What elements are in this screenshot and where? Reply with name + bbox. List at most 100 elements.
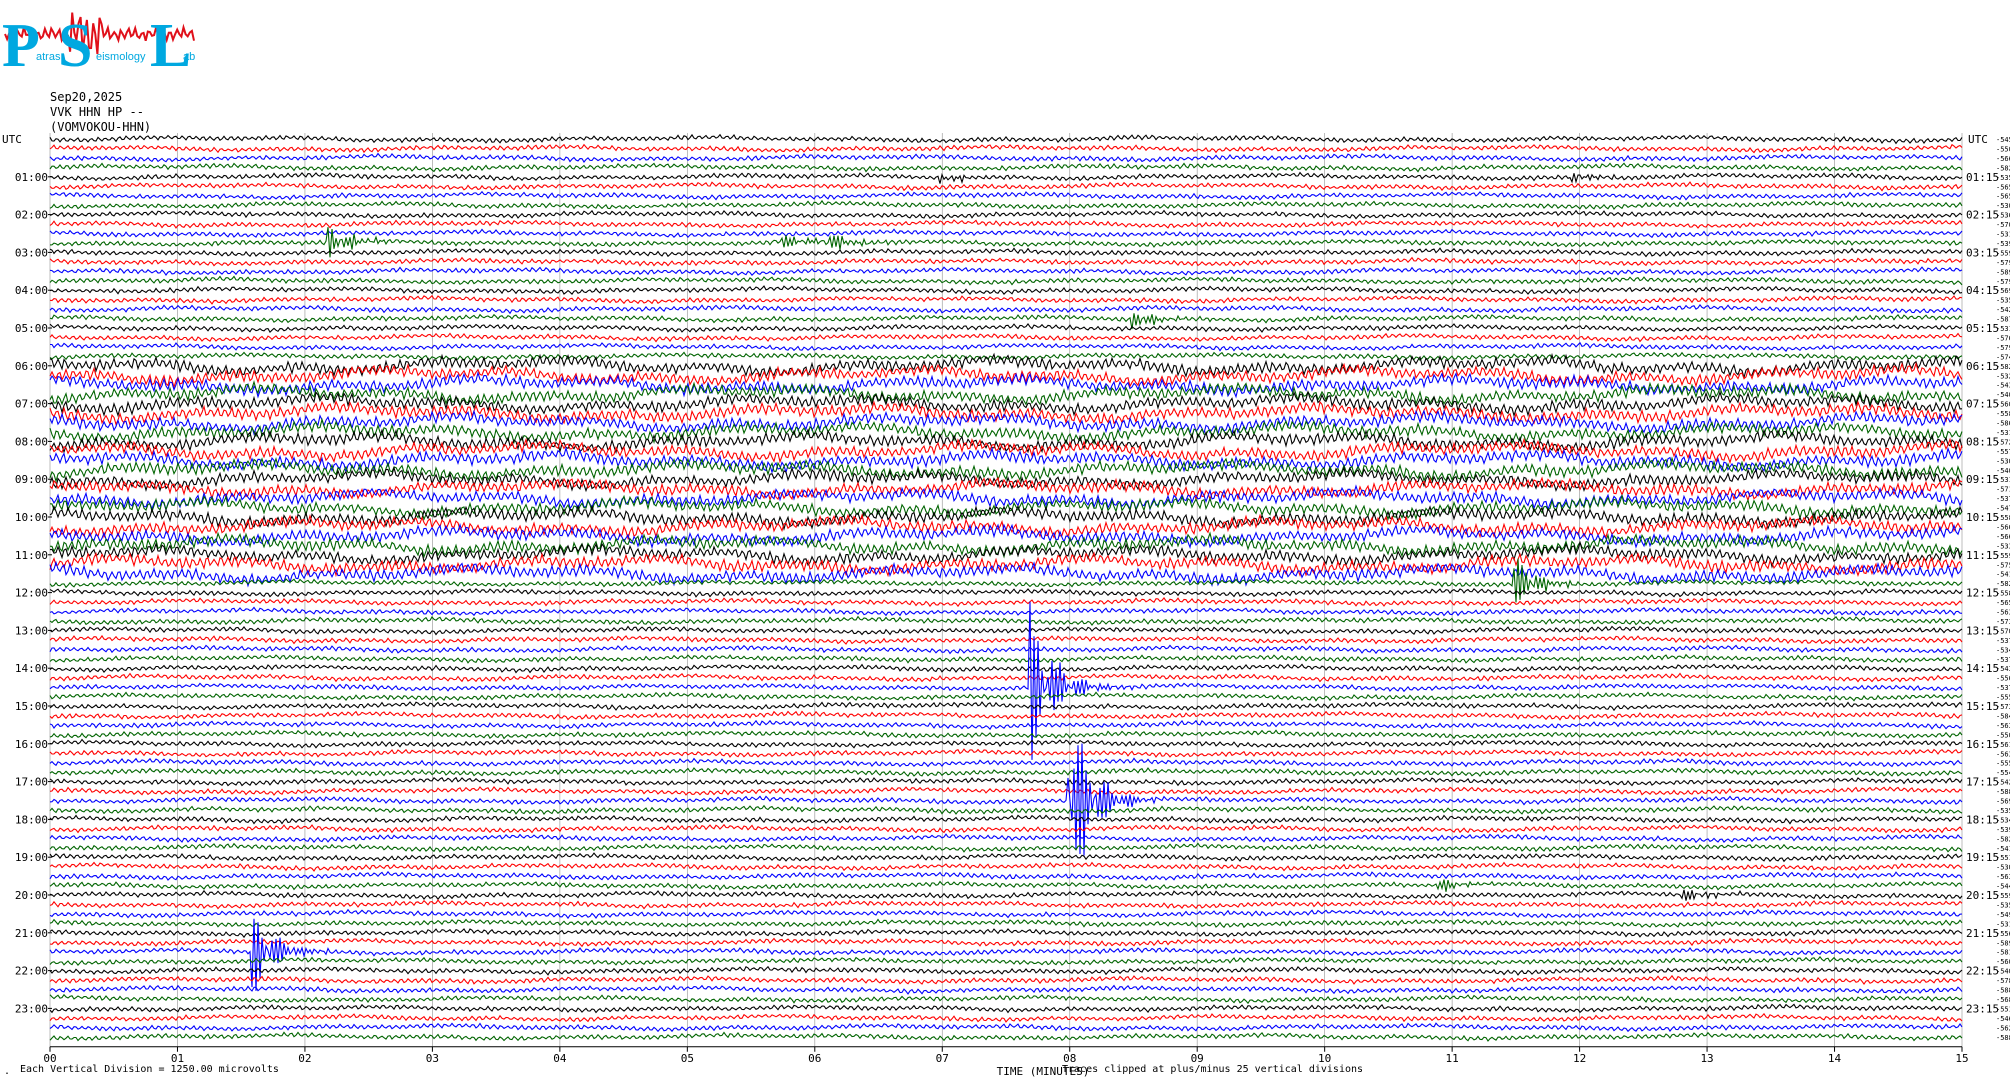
left-hour-label-20: 21:00 [15,927,48,940]
trace-row-95 [49,1031,1963,1042]
trace-mean-label-65: -5634 [1996,750,2010,758]
trace-mean-label-18: -5422 [1996,306,2010,314]
x-tick-label-06: 06 [808,1052,821,1065]
trace-mean-label-57: -5569 [1996,675,2010,683]
trace-row-7 [49,199,1963,211]
trace-mean-label-83: -5314 [1996,920,2010,928]
trace-mean-label-26: -5435 [1996,382,2010,390]
trace-row-17 [49,294,1963,305]
trace-row-64 [49,738,1963,749]
utc-label-right: UTC [1968,133,1988,146]
right-hour-label-13: 14:15 [1966,662,1999,675]
trace-row-51 [49,615,1963,627]
left-hour-label-18: 19:00 [15,851,48,864]
trace-row-90 [49,984,1963,995]
trace-mean-label-16: -5697 [1996,287,2010,295]
trace-mean-label-92: -5517 [1996,1005,2010,1013]
trace-mean-label-67: -5540 [1996,769,2010,777]
trace-row-15 [49,275,1963,286]
trace-mean-label-81: -5357 [1996,901,2010,909]
x-tick-label-09: 09 [1191,1052,1204,1065]
left-hour-label-5: 06:00 [15,360,48,373]
trace-mean-label-32: -5727 [1996,438,2010,446]
x-tick-label-12: 12 [1573,1052,1586,1065]
x-tick-label-14: 14 [1828,1052,1842,1065]
right-hour-label-15: 16:15 [1966,738,1999,751]
trace-mean-label-46: -5415 [1996,571,2010,579]
right-hour-label-7: 08:15 [1966,435,1999,448]
trace-row-4 [49,171,1963,185]
trace-mean-label-22: -5797 [1996,344,2010,352]
trace-row-84 [49,927,1963,939]
x-tick-label-02: 02 [298,1052,311,1065]
corner-mark: . [4,1066,11,1077]
logo-word-ab: ab [183,51,195,63]
x-tick-label-05: 05 [681,1052,694,1065]
trace-row-72 [49,814,1963,825]
left-hour-label-0: 01:00 [15,171,48,184]
trace-mean-label-41: -5662 [1996,523,2010,531]
trace-row-74 [49,833,1963,844]
trace-mean-label-62: -5631 [1996,722,2010,730]
trace-row-3 [49,162,1963,173]
trace-mean-label-79: -5440 [1996,883,2010,891]
trace-mean-label-19: -5872 [1996,316,2010,324]
trace-row-42 [49,522,1963,550]
trace-row-28 [49,389,1963,418]
trace-row-54 [49,644,1963,655]
logo-letter-s: S [58,12,92,72]
trace-mean-label-15: -5791 [1996,278,2010,286]
trace-mean-label-28: -5602 [1996,401,2010,409]
trace-row-85 [49,937,1963,948]
trace-row-32 [49,428,1963,455]
trace-mean-label-37: -5716 [1996,486,2010,494]
trace-mean-label-75: -5414 [1996,845,2010,853]
trace-mean-label-43: -5333 [1996,542,2010,550]
trace-row-68 [49,776,1963,787]
x-tick-label-00: 00 [43,1052,56,1065]
trace-row-43 [49,531,1963,559]
logo-word-eismology: eismology [96,51,146,63]
left-hour-label-2: 03:00 [15,246,48,259]
trace-row-38 [49,484,1963,512]
trace-mean-label-47: -5826 [1996,580,2010,588]
trace-mean-label-2: -5668 [1996,155,2010,163]
right-hour-label-6: 07:15 [1966,398,1999,411]
trace-row-25 [49,361,1963,390]
trace-row-2 [49,152,1963,163]
trace-mean-label-14: -5897 [1996,268,2010,276]
trace-mean-label-76: -5513 [1996,854,2010,862]
trace-row-61 [49,710,1963,721]
left-hour-label-11: 12:00 [15,587,48,600]
trace-row-52 [49,625,1963,636]
left-hour-label-7: 08:00 [15,435,48,448]
trace-row-13 [49,256,1963,267]
trace-row-8 [49,209,1963,220]
trace-row-76 [49,852,1963,863]
trace-mean-label-21: -5769 [1996,334,2010,342]
trace-row-39 [49,493,1963,522]
trace-row-45 [49,551,1963,578]
trace-mean-label-78: -5639 [1996,873,2010,881]
trace-row-56 [49,663,1963,674]
trace-row-91 [49,993,1963,1005]
trace-row-93 [49,1012,1963,1023]
trace-mean-label-35: -5403 [1996,467,2010,475]
trace-mean-label-23: -5740 [1996,353,2010,361]
trace-mean-label-59: -5559 [1996,694,2010,702]
right-hour-label-2: 03:15 [1966,246,1999,259]
trace-mean-label-11: -5391 [1996,240,2010,248]
trace-row-70 [49,743,1963,856]
trace-mean-label-95: -5881 [1996,1034,2010,1042]
left-hour-label-19: 20:00 [15,889,48,902]
right-hour-label-12: 13:15 [1966,624,1999,637]
trace-mean-label-36: -5314 [1996,476,2010,484]
right-hour-label-17: 18:15 [1966,813,1999,826]
trace-row-78 [49,870,1963,881]
trace-mean-label-69: -5889 [1996,788,2010,796]
x-axis-label: TIME (MINUTES) [997,1065,1090,1078]
trace-mean-label-55: -5377 [1996,656,2010,664]
trace-mean-label-29: -5580 [1996,410,2010,418]
header-station: VVK HHN HP -- [50,105,144,119]
trace-mean-label-48: -5582 [1996,590,2010,598]
